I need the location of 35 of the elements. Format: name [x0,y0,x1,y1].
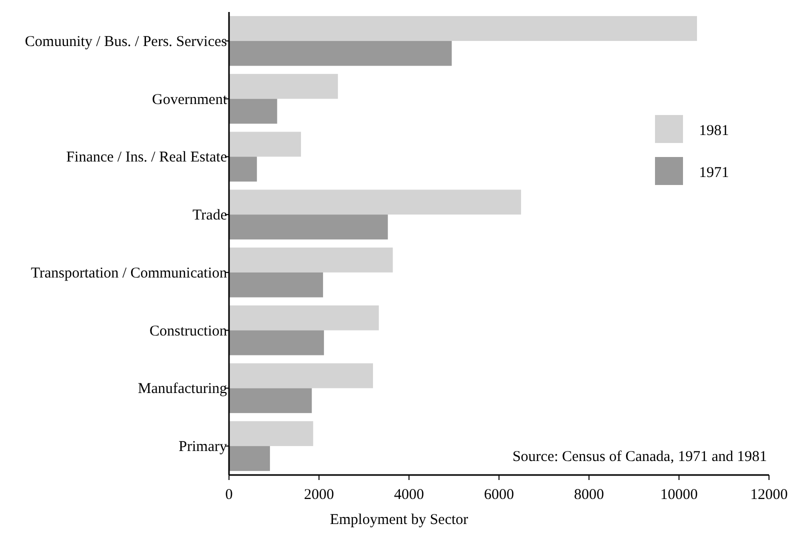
bar [229,98,278,124]
y-tick-label: Primary [178,439,228,456]
bar [229,16,697,41]
bar [229,446,270,471]
bar [229,363,373,388]
bar [229,40,452,66]
y-tick-label: Transportation / Communication [30,265,228,282]
bar [229,421,314,446]
bar [229,388,312,414]
x-axis-title: Employment by Sector [330,512,468,528]
bar [229,248,393,272]
x-tick-label: 6000 [484,487,514,503]
annotation: Source: Census of Canada, 1971 and 1981 [512,449,767,465]
y-tick-label: Manufacturing [138,381,228,398]
bar [229,214,388,240]
y-tick-label: Government [152,92,228,108]
y-tick-label: Comuunity / Bus. / Pers. Services [24,34,228,50]
bar [229,272,324,298]
bar [229,330,324,356]
bar [229,190,522,215]
bar [229,156,257,182]
bar [229,74,338,99]
y-tick-label: Construction [150,323,228,340]
y-tick-label: Trade [192,208,228,224]
x-tick-label: 4000 [394,487,424,503]
legend-label: 1981 [699,123,729,139]
x-tick-label: 2000 [304,487,334,503]
x-tick-label: 10000 [660,487,698,503]
bar [229,305,379,330]
x-tick-label: 12000 [750,487,788,503]
x-tick-label: 0 [225,487,233,503]
x-tick-label: 8000 [574,487,604,503]
y-tick-label: Finance / Ins. / Real Estate [66,150,228,166]
legend-label: 1971 [699,165,729,181]
bar [229,132,301,157]
